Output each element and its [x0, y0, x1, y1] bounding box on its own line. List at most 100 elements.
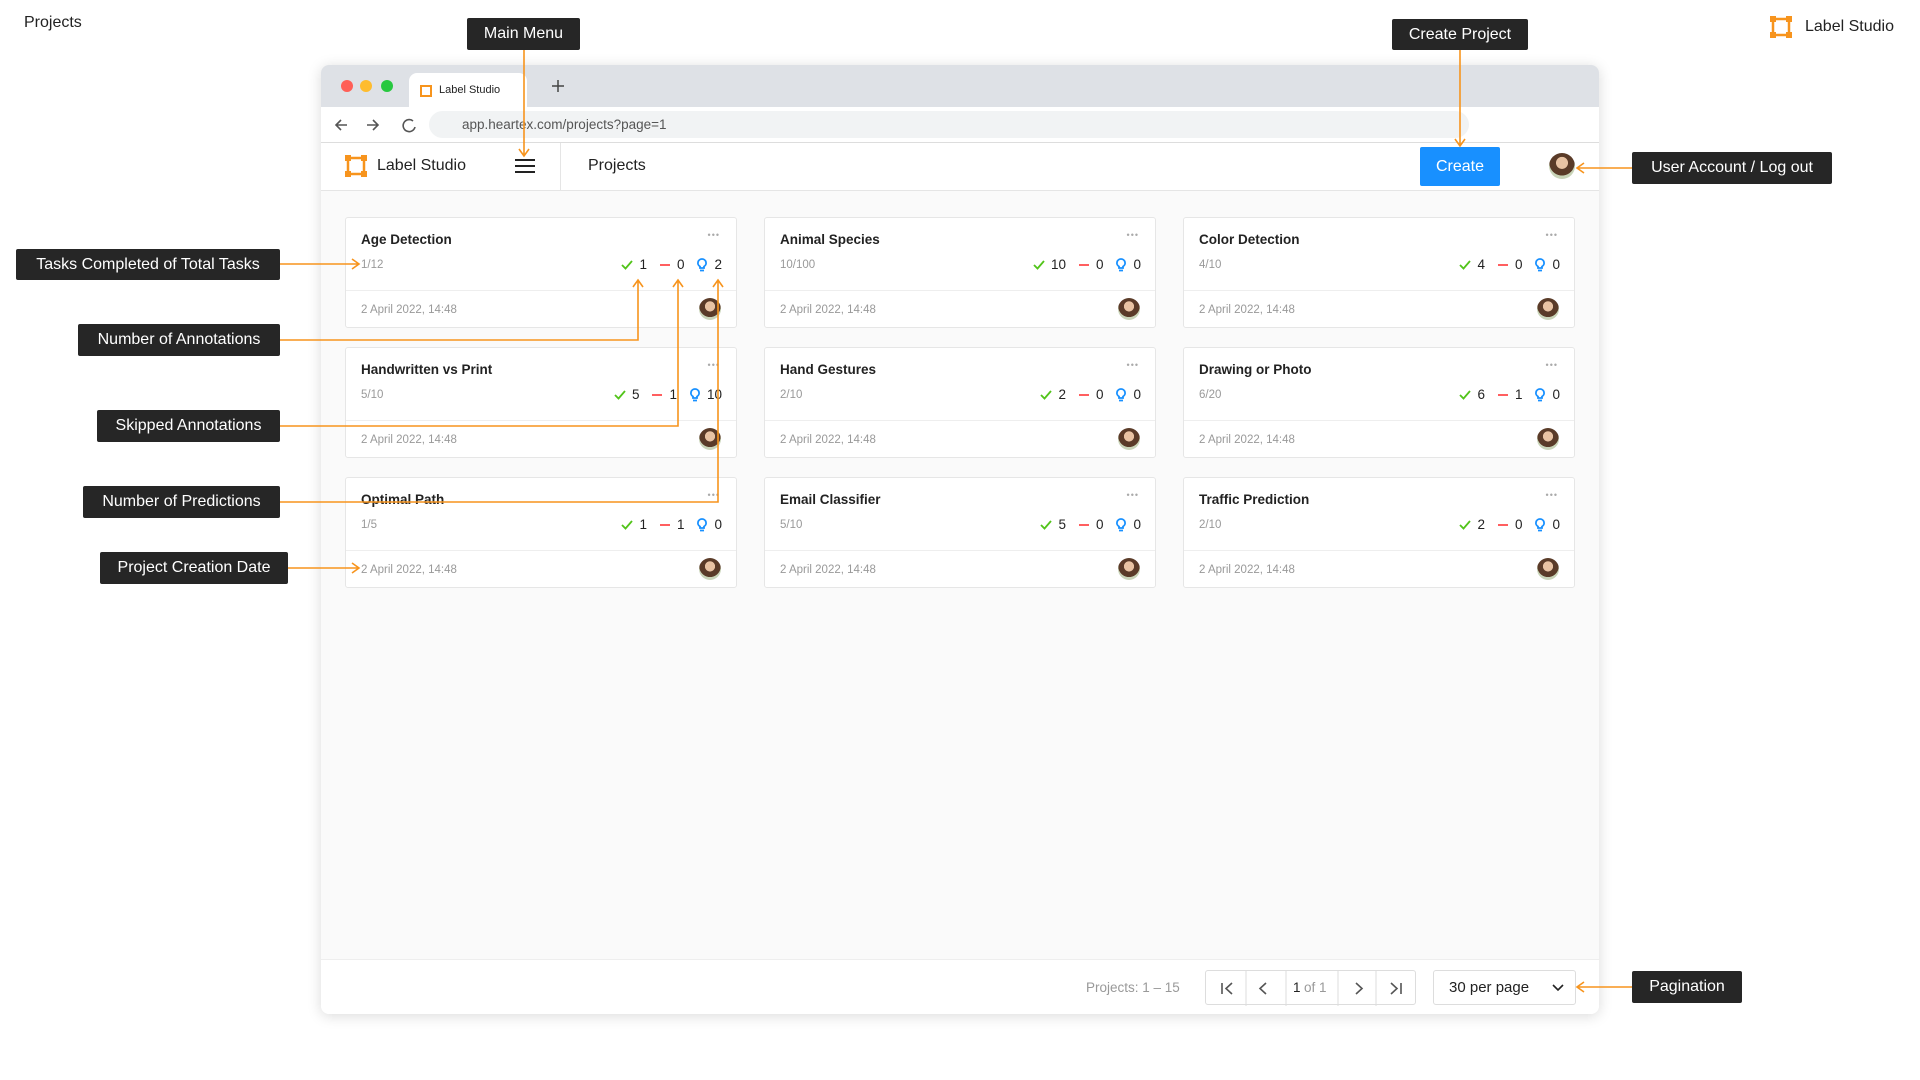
tab-bar	[321, 65, 1599, 107]
skipped-count: 0	[1095, 257, 1104, 272]
project-card[interactable]: Optimal Path ••• 1/5 1 1 0 2 April 2022, 14:48	[345, 477, 737, 588]
divider	[346, 290, 736, 291]
creator-avatar	[1537, 298, 1559, 320]
browser-tab[interactable]: Label Studio	[409, 73, 527, 107]
project-title: Color Detection	[1199, 232, 1300, 247]
skip-icon	[652, 393, 663, 396]
annotation-count: 1	[639, 517, 647, 532]
prediction-count: 0	[1133, 387, 1141, 402]
brand: Label Studio	[1805, 18, 1894, 35]
project-menu[interactable]: •••	[1545, 360, 1558, 370]
callout: Create Project	[1392, 19, 1528, 50]
project-title: Optimal Path	[361, 492, 445, 507]
annotation-count: 10	[1050, 257, 1066, 272]
prediction-icon	[1116, 517, 1127, 531]
prediction-icon	[690, 387, 700, 401]
task-progress: 2/10	[780, 389, 803, 401]
project-card[interactable]: Handwritten vs Print ••• 5/10 5 1 10 2 April 2…	[345, 347, 737, 458]
annotation-count: 2	[1058, 387, 1066, 402]
creator-avatar	[699, 298, 721, 320]
skipped-count: 0	[1514, 517, 1523, 532]
project-card[interactable]: Animal Species ••• 10/100 10 0 0 2 April 2022,…	[764, 217, 1156, 328]
divider	[765, 290, 1155, 291]
traffic-lights	[341, 80, 393, 92]
creation-date: 2 April 2022, 14:48	[1199, 434, 1295, 446]
per-page-select[interactable]: 30 per page	[1433, 970, 1576, 1005]
project-title: Handwritten vs Print	[361, 362, 493, 377]
creation-date: 2 April 2022, 14:48	[361, 304, 457, 316]
task-progress: 10/100	[780, 259, 816, 271]
skipped-count: 0	[1095, 517, 1104, 532]
project-menu[interactable]: •••	[707, 230, 720, 240]
project-title: Email Classifier	[780, 492, 881, 507]
creator-avatar	[1118, 558, 1140, 580]
skipped-count: 0	[676, 257, 685, 272]
project-card[interactable]: Hand Gestures ••• 2/10 2 0 0 2 April 2022, 14:…	[764, 347, 1156, 458]
project-menu[interactable]: •••	[1545, 490, 1558, 500]
project-title: Drawing or Photo	[1199, 362, 1312, 377]
project-card[interactable]: Traffic Prediction ••• 2/10 2 0 0 2 April 2022…	[1183, 477, 1575, 588]
prediction-icon	[1535, 517, 1546, 531]
prediction-count: 0	[1133, 257, 1141, 272]
callout: Number of Predictions	[83, 486, 280, 518]
project-title: Traffic Prediction	[1199, 492, 1310, 507]
callout: Project Creation Date	[100, 552, 288, 584]
check-icon	[614, 389, 626, 400]
annotation-count: 1	[639, 257, 647, 272]
tab-title: Label Studio	[439, 84, 501, 96]
task-progress: 2/10	[1199, 519, 1222, 531]
prediction-icon	[1535, 257, 1546, 271]
project-menu[interactable]: •••	[1126, 490, 1139, 500]
check-icon	[1033, 259, 1045, 270]
current-page[interactable]: 1	[1293, 980, 1301, 995]
new-tab[interactable]	[551, 79, 565, 93]
project-menu[interactable]: •••	[707, 360, 720, 370]
creator-avatar	[699, 558, 721, 580]
prediction-count: 0	[1552, 517, 1560, 532]
main-menu[interactable]	[515, 157, 535, 175]
project-title: Age Detection	[361, 232, 452, 247]
task-progress: 5/10	[780, 519, 803, 531]
prediction-count: 2	[714, 257, 722, 272]
skipped-count: 1	[669, 387, 677, 402]
create-button[interactable]: Create	[1420, 147, 1500, 186]
user-avatar[interactable]	[1549, 153, 1575, 179]
project-menu[interactable]: •••	[1545, 230, 1558, 240]
project-title: Hand Gestures	[780, 362, 877, 377]
skip-icon	[1078, 523, 1089, 526]
project-card[interactable]: Drawing or Photo ••• 6/20 6 1 0 2 April 2022, …	[1183, 347, 1575, 458]
project-card[interactable]: Email Classifier ••• 5/10 5 0 0 2 April 2022, …	[764, 477, 1156, 588]
prediction-count: 0	[714, 517, 722, 532]
stats: 1 0 2	[621, 257, 722, 272]
stats: 4 0 0	[1459, 257, 1560, 272]
check-icon	[1459, 389, 1472, 400]
divider	[346, 550, 736, 551]
check-icon	[1459, 259, 1472, 270]
callout: Pagination	[1632, 971, 1742, 1003]
project-menu[interactable]: •••	[707, 490, 720, 500]
address-row: app.heartex.com/projects?page=1	[321, 107, 1599, 143]
prediction-icon	[1535, 387, 1546, 401]
app-logo	[345, 155, 367, 177]
page-title: Projects	[24, 14, 82, 31]
app-brand: Label Studio	[377, 157, 466, 174]
skipped-count: 0	[1514, 257, 1523, 272]
address-bar[interactable]: app.heartex.com/projects?page=1	[429, 111, 1469, 138]
annotation-count: 2	[1477, 517, 1485, 532]
check-icon	[1040, 389, 1053, 400]
project-card[interactable]: Color Detection ••• 4/10 4 0 0 2 April 2022, 1…	[1183, 217, 1575, 328]
project-menu[interactable]: •••	[1126, 230, 1139, 240]
creator-avatar	[1118, 428, 1140, 450]
app-header: Label Studio Projects Create	[321, 143, 1599, 191]
callout: Tasks Completed of Total Tasks	[16, 249, 280, 280]
project-card[interactable]: Age Detection ••• 1/12 1 0 2 2 April 2022, 14:…	[345, 217, 737, 328]
project-title: Animal Species	[780, 232, 880, 247]
divider	[346, 420, 736, 421]
task-progress: 1/12	[361, 259, 384, 271]
project-menu[interactable]: •••	[1126, 360, 1139, 370]
callout: User Account / Log out	[1632, 152, 1832, 184]
prediction-icon	[697, 257, 708, 271]
creation-date: 2 April 2022, 14:48	[361, 434, 457, 446]
skip-icon	[1078, 263, 1089, 266]
